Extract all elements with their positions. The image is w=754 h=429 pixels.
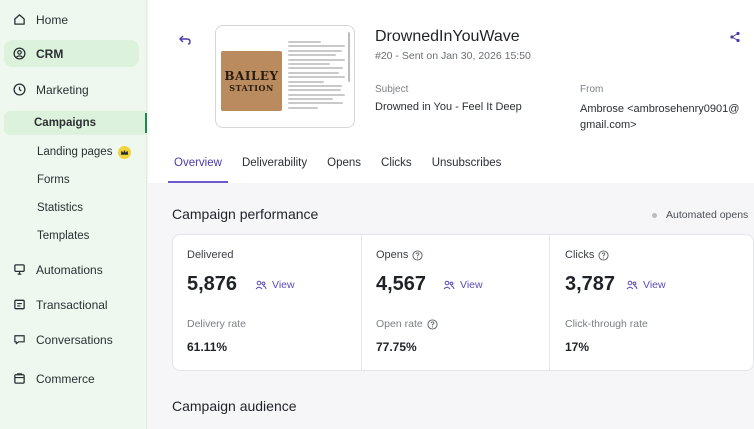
sidebar-item-campaigns[interactable]: Campaigns (4, 111, 147, 135)
opens-label: Opens (376, 249, 423, 261)
tab-unsubscribes[interactable]: Unsubscribes (431, 157, 502, 169)
view-label: View (460, 279, 483, 291)
sidebar-item-label: Templates (37, 230, 90, 242)
help-icon[interactable] (598, 249, 609, 261)
campaign-title: DrownedInYouWave (375, 28, 520, 45)
from-label: From (580, 84, 604, 95)
from-value: Ambrose <ambrosehenry0901@ gmail.com> (580, 103, 740, 131)
sidebar-item-statistics[interactable]: Statistics (37, 196, 83, 220)
home-icon (12, 13, 26, 27)
open-rate-value: 77.75% (376, 340, 417, 354)
automated-opens-legend: Automated opens (652, 209, 748, 221)
sidebar-item-crm[interactable]: CRM (4, 40, 139, 67)
performance-card (172, 234, 754, 371)
delivered-value: 5,876 (187, 273, 238, 295)
sidebar-item-label: Commerce (36, 371, 95, 386)
subject-value: Drowned in You - Feel It Deep (375, 101, 522, 113)
sidebar-item-landing-pages[interactable]: Landing pages (37, 140, 132, 164)
sidebar-item-automations[interactable]: Automations (4, 256, 139, 283)
sidebar-item-transactional[interactable]: Transactional (4, 291, 139, 318)
subject-label: Subject (375, 84, 409, 95)
contacts-icon (12, 47, 26, 61)
clicks-view-link[interactable]: View (626, 279, 666, 291)
sidebar-item-conversations[interactable]: Conversations (4, 326, 139, 353)
tab-opens[interactable]: Opens (327, 157, 362, 169)
logo-line-1: BAILEY (224, 69, 279, 83)
view-label: View (643, 279, 666, 291)
clicks-label: Clicks (565, 249, 609, 261)
view-label: View (272, 279, 295, 291)
click-through-rate-label: Click-through rate (565, 318, 648, 330)
automations-icon (12, 263, 26, 277)
column-divider (549, 234, 550, 371)
sidebar-item-label: Marketing (36, 82, 89, 97)
sidebar-item-label: CRM (36, 46, 64, 61)
campaign-header: BAILEY STATION DrownedInYouWave #20 - Se… (148, 0, 754, 183)
tab-overview[interactable]: Overview (168, 154, 228, 183)
crown-badge-icon (118, 145, 132, 159)
conversations-icon (12, 333, 26, 347)
opens-value: 4,567 (376, 273, 427, 295)
sidebar: Home CRM Marketing Campaigns Landing pag… (0, 0, 147, 429)
share-icon[interactable] (729, 30, 743, 44)
back-icon[interactable] (178, 33, 194, 47)
sidebar-item-label: Home (36, 12, 69, 27)
campaign-tabs: Overview Deliverability Opens Clicks Uns… (168, 154, 515, 183)
sidebar-item-commerce[interactable]: Commerce (4, 365, 139, 392)
sidebar-item-label: Conversations (36, 332, 113, 347)
tab-clicks[interactable]: Clicks (381, 157, 412, 169)
open-rate-label: Open rate (376, 318, 438, 330)
delivery-rate-label: Delivery rate (187, 318, 246, 330)
commerce-icon (12, 372, 26, 386)
sidebar-item-home[interactable]: Home (4, 6, 139, 33)
users-icon (255, 280, 267, 290)
delivered-view-link[interactable]: View (255, 279, 295, 291)
tab-deliverability[interactable]: Deliverability (241, 157, 308, 169)
users-icon (443, 280, 455, 290)
click-through-rate-value: 17% (565, 340, 590, 354)
logo-line-2: STATION (229, 83, 274, 93)
metric-label: Opens (376, 249, 409, 261)
metric-label: Clicks (565, 249, 595, 261)
campaign-meta: #20 - Sent on Jan 30, 2026 15:50 (375, 50, 531, 62)
automated-opens-label: Automated opens (666, 209, 749, 221)
sidebar-item-label: Automations (36, 262, 103, 277)
email-preview-thumbnail[interactable]: BAILEY STATION (215, 25, 355, 128)
sidebar-item-label: Forms (37, 174, 70, 186)
column-divider (361, 234, 362, 371)
clicks-value: 3,787 (565, 273, 616, 295)
transactional-icon (12, 298, 26, 312)
audience-title: Campaign audience (172, 398, 297, 414)
metric-sub-label: Delivery rate (187, 318, 246, 330)
legend-dot (652, 212, 657, 218)
delivered-label: Delivered (187, 249, 233, 261)
delivery-rate-value: 61.11% (187, 340, 228, 354)
opens-view-link[interactable]: View (443, 279, 483, 291)
sidebar-item-templates[interactable]: Templates (37, 224, 89, 248)
marketing-icon (12, 83, 26, 97)
sidebar-item-label: Statistics (37, 202, 84, 214)
sidebar-item-marketing[interactable]: Marketing (4, 76, 139, 103)
metric-label: Delivered (187, 249, 234, 261)
preview-scrollbar[interactable] (348, 32, 350, 82)
sidebar-item-label: Campaigns (34, 117, 96, 129)
metric-sub-label: Open rate (376, 318, 423, 330)
sidebar-item-label: Transactional (36, 297, 108, 312)
metric-sub-label: Click-through rate (565, 318, 648, 330)
preview-text-lines (288, 41, 348, 111)
bailey-station-logo: BAILEY STATION (221, 51, 282, 111)
help-icon[interactable] (412, 249, 423, 261)
sidebar-item-forms[interactable]: Forms (37, 168, 70, 192)
help-icon[interactable] (427, 318, 438, 330)
sidebar-item-label: Landing pages (37, 146, 113, 158)
performance-title: Campaign performance (172, 206, 319, 222)
users-icon (626, 280, 638, 290)
